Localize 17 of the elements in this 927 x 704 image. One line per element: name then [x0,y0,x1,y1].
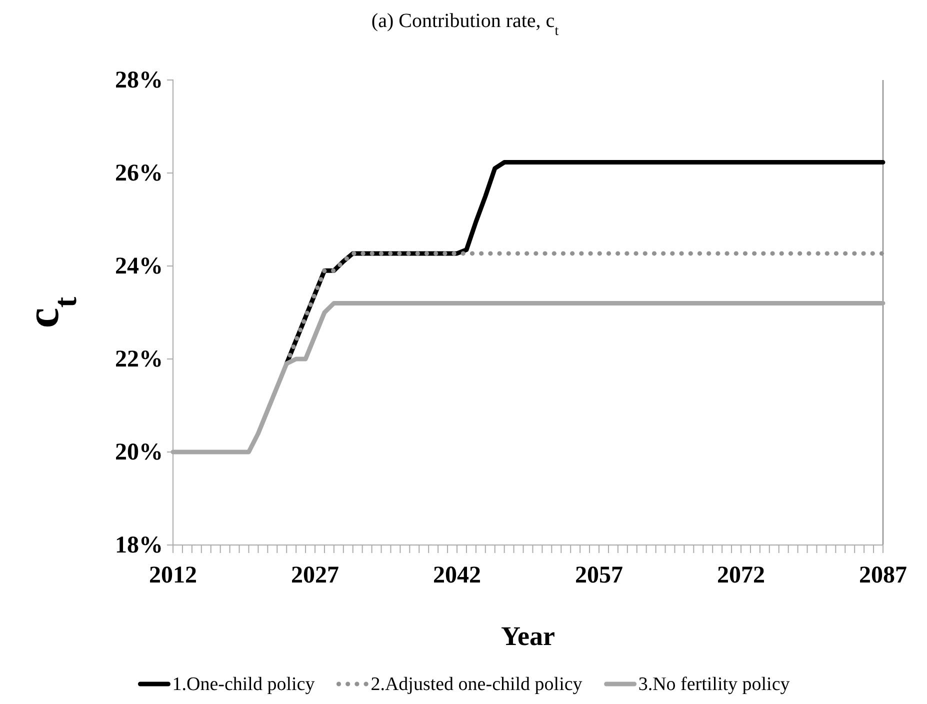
y-tick-label: 20% [115,440,163,466]
x-tick-label: 2042 [433,562,481,588]
y-tick-label: 22% [115,346,163,373]
chart-title: (a) Contribution rate, c$_{t}$ [371,10,559,38]
x-tick-label: 2087 [859,562,907,588]
legend-label: 2.Adjusted one-child policy [370,674,583,695]
x-tick-label: 2072 [717,562,765,588]
y-tick-label: 28% [115,68,163,94]
x-tick-label: 2057 [575,562,623,588]
y-tick-label: 18% [115,532,163,559]
x-axis-title: Year [501,621,555,651]
legend-label: 1.One-child policy [172,674,316,695]
y-tick-label: 24% [115,254,163,280]
x-tick-label: 2012 [149,562,197,588]
x-tick-label: 2027 [291,562,339,588]
legend-label: 3.No fertility policy [638,674,790,695]
y-tick-label: 26% [115,160,163,187]
